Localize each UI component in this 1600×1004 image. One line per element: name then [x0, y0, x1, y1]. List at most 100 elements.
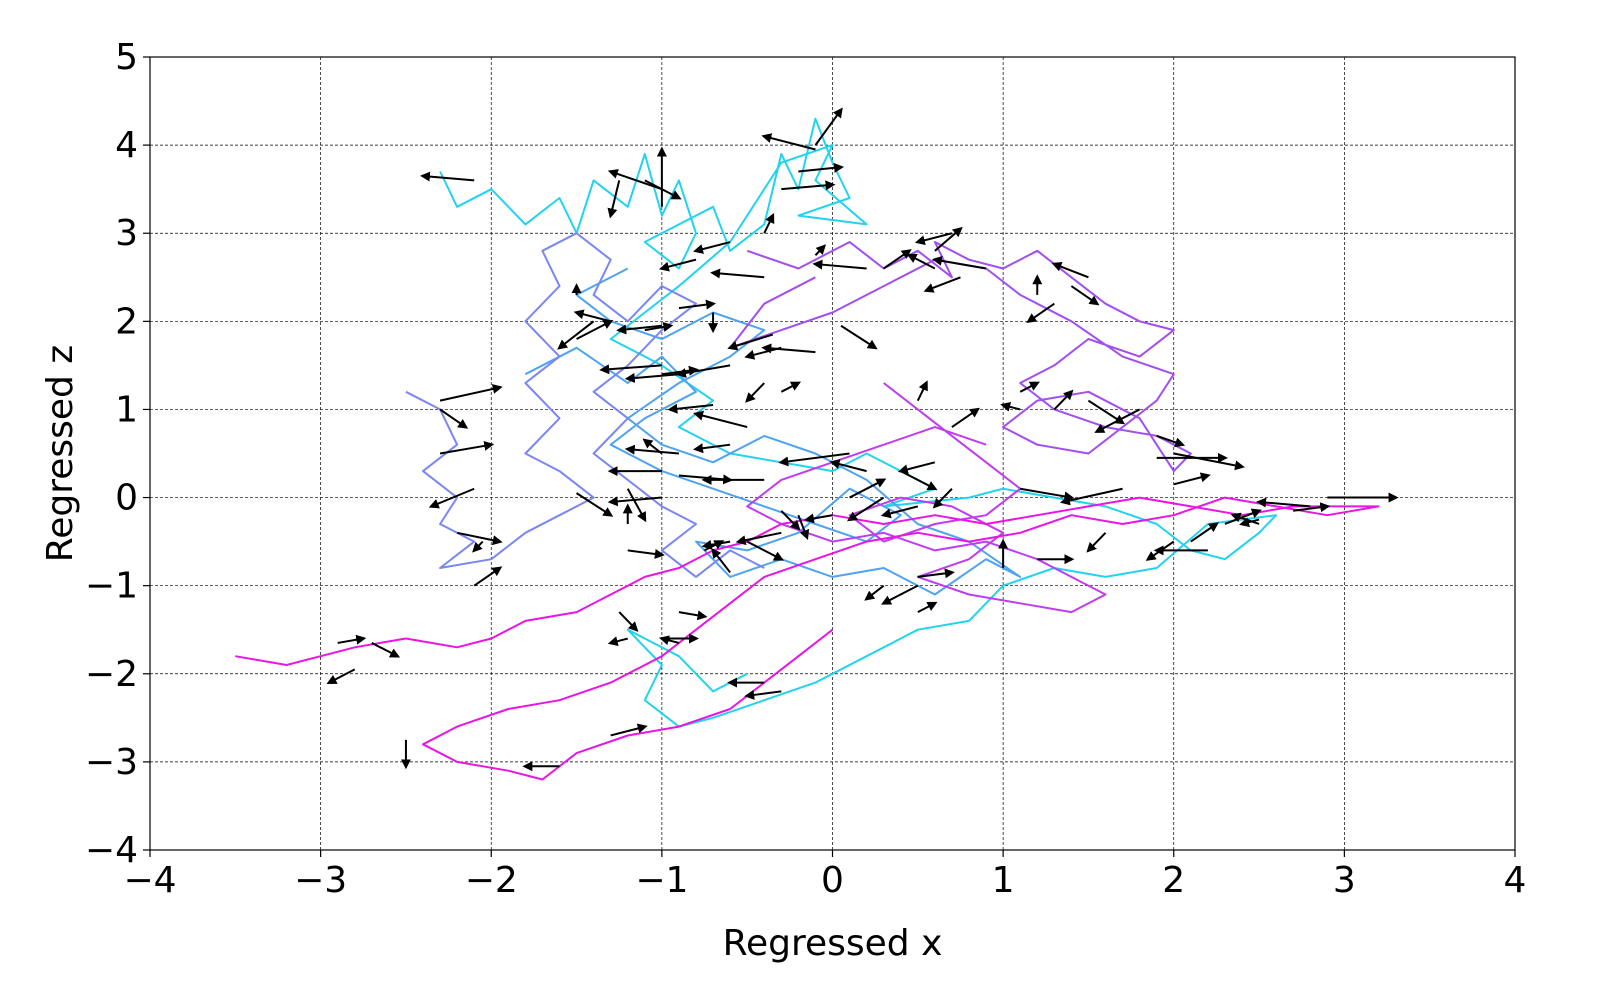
arrow-mark — [439, 384, 503, 402]
arrow-mark — [881, 584, 919, 605]
arrow-mark — [326, 668, 356, 684]
arrow-mark — [1173, 452, 1245, 471]
arrow-mark — [1156, 434, 1186, 448]
arrow-mark — [624, 444, 680, 455]
x-tick-label: 0 — [821, 860, 844, 901]
arrow-mark — [931, 255, 987, 270]
arrow-mark — [1190, 522, 1219, 543]
arrow-mark — [914, 232, 953, 246]
arrow-mark — [812, 259, 867, 270]
arrow-mark — [371, 642, 401, 658]
arrow-mark — [428, 487, 475, 509]
arrow-mark — [781, 180, 836, 191]
arrow-mark — [763, 212, 775, 234]
arrow-mark — [420, 171, 475, 182]
arrow-mark — [780, 381, 802, 393]
arrow-mark — [627, 548, 665, 559]
arrow-mark — [644, 321, 674, 332]
x-tick-label: 4 — [1504, 860, 1527, 901]
arrow-mark — [337, 634, 367, 645]
arrow-mark — [951, 407, 981, 428]
arrow-mark — [1094, 408, 1141, 433]
x-tick-label: −3 — [294, 860, 347, 901]
y-tick-label: 5 — [115, 37, 138, 78]
arrow-mark — [557, 320, 595, 350]
arrow-mark — [735, 531, 782, 546]
arrow-mark — [576, 492, 614, 517]
arrow-mark — [439, 408, 469, 429]
arrow-mark — [761, 343, 816, 354]
arrow-mark — [744, 689, 782, 700]
y-tick-label: 2 — [115, 301, 138, 342]
arrow-mark — [693, 241, 731, 254]
arrow-mark — [626, 488, 647, 523]
arrow-mark — [607, 169, 663, 191]
y-tick-label: 4 — [115, 125, 138, 166]
y-tick-label: −4 — [85, 830, 138, 871]
arrow-mark — [439, 440, 495, 455]
y-tick-label: 3 — [115, 213, 138, 254]
arrow-mark — [607, 180, 621, 219]
arrow-mark — [906, 253, 936, 270]
arrow-mark — [473, 566, 503, 587]
y-tick-label: 0 — [115, 478, 138, 519]
arrow-mark — [864, 584, 885, 601]
arrow-mark — [1070, 285, 1100, 306]
arrow-mark — [916, 380, 928, 402]
y-axis-title: Regressed z — [40, 345, 81, 562]
arrow-mark — [814, 244, 827, 256]
arrow-mark — [883, 249, 912, 270]
arrow-mark — [880, 505, 919, 519]
arrow-mark — [917, 601, 938, 613]
x-tick-label: −2 — [465, 860, 518, 901]
arrow-mark — [780, 510, 801, 531]
arrow-mark — [658, 635, 680, 646]
arrow-mark — [1256, 497, 1311, 508]
arrow-mark — [761, 133, 816, 151]
arrow-layer — [326, 107, 1399, 772]
arrow-mark — [900, 470, 938, 491]
arrow-mark — [803, 513, 833, 524]
y-tick-label: −1 — [85, 566, 138, 607]
arrow-mark — [1086, 532, 1107, 553]
arrow-mark — [624, 373, 680, 383]
x-tick-label: −1 — [635, 860, 688, 901]
x-tick-label: 2 — [1162, 860, 1185, 901]
series-line-violet — [746, 382, 1107, 614]
y-tick-label: −3 — [85, 742, 138, 783]
arrow-mark — [923, 276, 961, 293]
arrow-mark — [599, 364, 662, 375]
arrow-mark — [693, 443, 731, 454]
arrow-mark — [797, 514, 810, 541]
x-tick-label: 3 — [1333, 860, 1356, 901]
arrow-mark — [658, 258, 697, 272]
arrow-mark — [1293, 502, 1331, 513]
arrow-mark — [840, 324, 878, 350]
y-tick-label: 1 — [115, 389, 138, 430]
arrow-mark — [897, 461, 936, 475]
arrow-mark — [1053, 389, 1074, 411]
series-line-blue — [405, 232, 765, 578]
arrow-mark — [675, 364, 731, 378]
x-tick-label: 1 — [992, 860, 1015, 901]
arrow-mark — [932, 488, 953, 509]
arrow-mark — [1026, 302, 1055, 324]
arrow-mark — [704, 540, 725, 552]
arrow-mark — [711, 548, 731, 574]
arrow-mark — [849, 478, 887, 499]
arrow-mark — [745, 382, 765, 403]
y-tick-label: −2 — [85, 654, 138, 695]
arrow-mark — [814, 107, 843, 146]
series-line-cyan — [439, 117, 1278, 728]
arrow-mark — [1019, 381, 1040, 393]
arrow-mark — [1239, 517, 1260, 528]
arrow-mark — [678, 610, 708, 621]
arrow-mark — [472, 540, 484, 553]
arrow-mark — [847, 496, 885, 522]
series-line-purple — [729, 241, 1192, 473]
arrow-mark — [1173, 472, 1211, 486]
arrow-mark — [456, 531, 503, 546]
arrow-mark — [917, 568, 955, 579]
